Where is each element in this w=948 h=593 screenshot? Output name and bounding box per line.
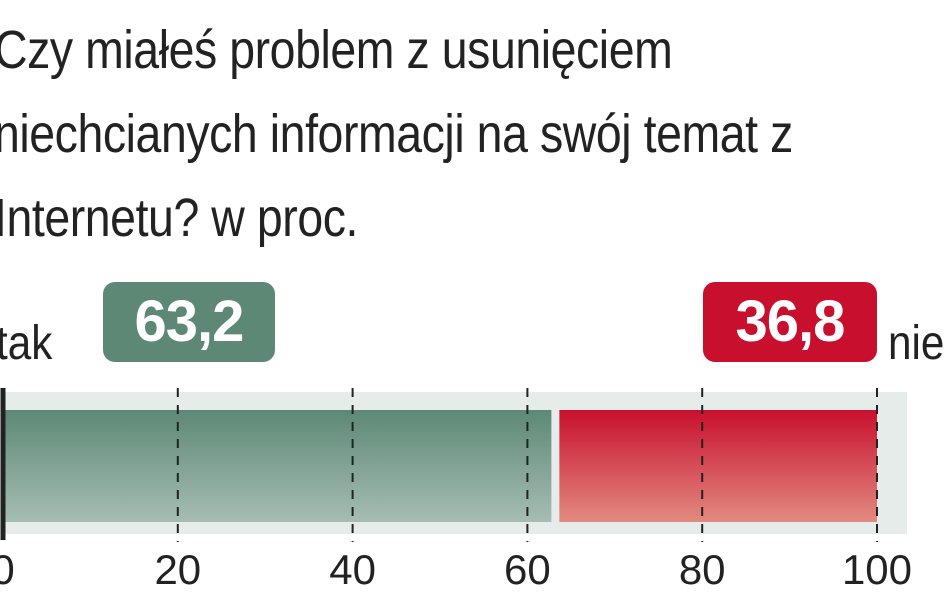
tick-label-80: 80 bbox=[679, 546, 726, 593]
bar-segment-nie bbox=[559, 410, 877, 522]
label-no: nie bbox=[888, 317, 945, 370]
tick-label-40: 40 bbox=[329, 546, 376, 593]
bar-segment-tak bbox=[3, 410, 552, 522]
label-yes: tak bbox=[0, 317, 53, 370]
tick-label-60: 60 bbox=[504, 546, 551, 593]
tick-label-100: 100 bbox=[842, 546, 912, 593]
chart-title: Czy miałeś problem z usunięciem niechcia… bbox=[0, 20, 793, 248]
value-badge-no: 36,8 bbox=[703, 282, 877, 362]
tick-label-20: 20 bbox=[154, 546, 201, 593]
tick-label-0: 0 bbox=[0, 546, 15, 593]
value-badge-yes: 63,2 bbox=[103, 282, 275, 362]
